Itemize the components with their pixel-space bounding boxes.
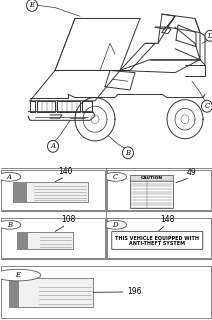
Text: C: C (113, 173, 118, 181)
Text: D: D (113, 221, 118, 229)
Bar (130, 175, 173, 181)
Text: 108: 108 (61, 215, 75, 224)
Circle shape (104, 220, 127, 229)
Circle shape (26, 0, 38, 12)
Text: E: E (29, 1, 35, 9)
Text: C: C (204, 102, 210, 110)
Text: 196: 196 (127, 287, 141, 297)
Text: B: B (7, 221, 12, 229)
Circle shape (205, 30, 212, 41)
Text: B: B (126, 149, 131, 157)
Circle shape (104, 172, 127, 181)
Circle shape (123, 147, 134, 159)
Text: E: E (15, 271, 20, 279)
Text: 148: 148 (160, 215, 174, 224)
Text: A: A (7, 173, 12, 181)
Circle shape (0, 172, 21, 181)
Bar (10, 278, 20, 307)
Bar (17, 232, 28, 249)
Circle shape (0, 269, 41, 281)
Text: ANTI-THEFT SYSTEM: ANTI-THEFT SYSTEM (129, 241, 185, 246)
Text: D: D (207, 32, 212, 40)
Bar (14, 182, 27, 203)
Text: 49: 49 (187, 168, 197, 177)
Bar (10, 278, 93, 307)
Text: A: A (50, 142, 56, 150)
Circle shape (201, 100, 212, 112)
Circle shape (47, 140, 59, 152)
Circle shape (0, 220, 21, 229)
Text: 140: 140 (58, 167, 73, 176)
Bar (17, 232, 74, 249)
FancyBboxPatch shape (112, 231, 203, 249)
Bar (130, 175, 173, 208)
Text: CAUTION: CAUTION (141, 176, 163, 180)
Bar (14, 182, 88, 203)
Text: THIS VEHICLE EQUIPPED WITH: THIS VEHICLE EQUIPPED WITH (115, 235, 199, 240)
